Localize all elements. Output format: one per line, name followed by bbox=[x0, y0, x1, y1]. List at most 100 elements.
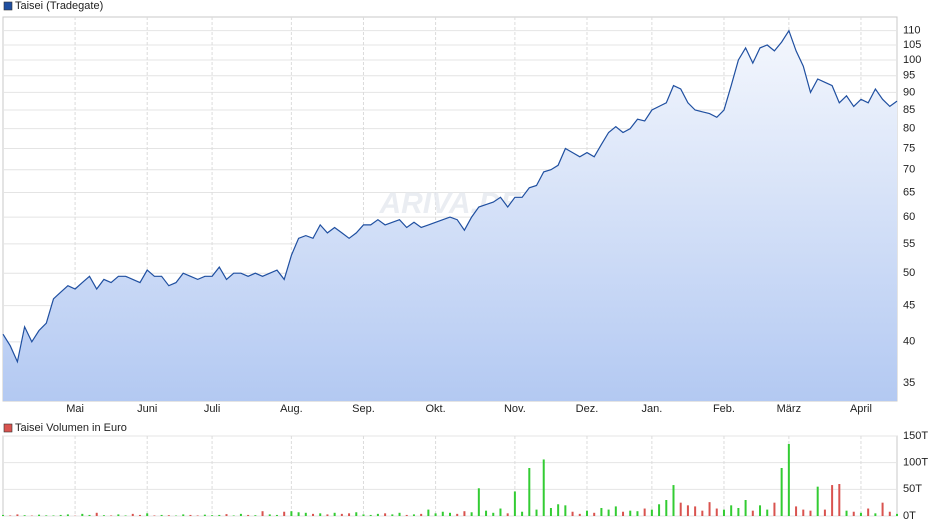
volume-bar bbox=[542, 459, 545, 516]
volume-bar bbox=[549, 508, 552, 516]
volume-bar bbox=[867, 508, 870, 516]
volume-bar bbox=[708, 502, 711, 516]
x-tick-label: Feb. bbox=[713, 403, 735, 415]
volume-bar bbox=[254, 515, 257, 516]
volume-bar bbox=[607, 509, 610, 516]
volume-bar bbox=[312, 513, 315, 516]
x-tick-label: Jan. bbox=[641, 403, 662, 415]
volume-bar bbox=[362, 514, 365, 516]
y-tick-label: 45 bbox=[903, 300, 915, 312]
volume-bar bbox=[218, 514, 221, 516]
y-tick-label: 60 bbox=[903, 211, 915, 223]
y-tick-label: 40 bbox=[903, 336, 915, 348]
volume-bar bbox=[225, 514, 228, 516]
x-tick-label: April bbox=[850, 403, 872, 415]
x-tick-label: Okt. bbox=[425, 403, 445, 415]
volume-bar bbox=[622, 511, 625, 516]
y-tick-label: 70 bbox=[903, 164, 915, 176]
y-tick-label: 50 bbox=[903, 267, 915, 279]
volume-bar bbox=[131, 513, 134, 516]
volume-bar bbox=[499, 508, 502, 516]
volume-bar bbox=[384, 513, 387, 516]
price-area bbox=[3, 30, 897, 401]
volume-bar bbox=[23, 515, 26, 516]
volume-bar bbox=[9, 515, 12, 516]
volume-bar bbox=[326, 514, 329, 516]
volume-bar bbox=[456, 513, 459, 516]
y-tick-label: 75 bbox=[903, 142, 915, 154]
volume-bar bbox=[290, 511, 293, 516]
volume-bar bbox=[391, 514, 394, 516]
volume-bar bbox=[232, 515, 235, 516]
volume-bar bbox=[564, 505, 567, 516]
volume-bar bbox=[766, 509, 769, 516]
volume-bar bbox=[59, 514, 62, 516]
volume-bar bbox=[816, 486, 819, 516]
volume-bar bbox=[66, 514, 69, 516]
volume-bar bbox=[636, 511, 639, 516]
x-tick-label: Juni bbox=[137, 403, 157, 415]
volume-bar bbox=[52, 515, 55, 516]
y-tick-label: 95 bbox=[903, 70, 915, 82]
volume-bar bbox=[88, 514, 91, 516]
volume-bar bbox=[557, 504, 560, 516]
volume-bar bbox=[153, 515, 156, 516]
volume-bar bbox=[845, 510, 848, 516]
volume-bar bbox=[117, 514, 120, 516]
volume-bar bbox=[831, 485, 834, 516]
price-line bbox=[2, 29, 898, 364]
volume-bar bbox=[737, 508, 740, 516]
volume-bar bbox=[196, 515, 199, 516]
volume-bar bbox=[203, 514, 206, 516]
volume-bar bbox=[124, 515, 127, 516]
volume-bar bbox=[239, 513, 242, 516]
volume-bar bbox=[427, 509, 430, 516]
volume-bar bbox=[694, 506, 697, 516]
volume-bar bbox=[751, 510, 754, 516]
volume-bar bbox=[701, 510, 704, 516]
volume-bar bbox=[643, 508, 646, 516]
volume-bar bbox=[521, 511, 524, 516]
y-tick-label: 85 bbox=[903, 104, 915, 116]
volume-bar bbox=[463, 511, 466, 516]
legend-swatch bbox=[3, 423, 13, 433]
volume-bar bbox=[470, 512, 473, 516]
y-tick-label: 110 bbox=[903, 25, 921, 37]
volume-bar bbox=[881, 502, 884, 516]
volume-bar bbox=[376, 513, 379, 516]
legend-label: Taisei Volumen in Euro bbox=[15, 422, 127, 434]
volume-bar bbox=[802, 509, 805, 516]
y-tick-label: 100T bbox=[903, 457, 928, 469]
volume-bar bbox=[405, 514, 408, 516]
volume-bar bbox=[283, 511, 286, 516]
volume-bar bbox=[780, 468, 783, 516]
volume-bar bbox=[658, 504, 661, 516]
volume-bar bbox=[261, 511, 264, 516]
y-tick-label: 150T bbox=[903, 430, 928, 442]
volume-bar bbox=[809, 510, 812, 516]
volume-bar bbox=[571, 511, 574, 516]
volume-bar bbox=[773, 502, 776, 516]
volume-bar bbox=[398, 512, 401, 516]
volume-bar bbox=[715, 508, 718, 516]
y-tick-label: 50T bbox=[903, 483, 922, 495]
y-tick-label: 105 bbox=[903, 39, 921, 51]
volume-bar bbox=[492, 512, 495, 516]
volume-bar bbox=[449, 512, 451, 516]
volume-bar bbox=[795, 506, 798, 516]
volume-bar bbox=[369, 514, 372, 516]
volume-bar bbox=[275, 514, 278, 516]
volume-bar bbox=[102, 515, 105, 516]
volume-bar bbox=[859, 512, 862, 516]
x-tick-label: Nov. bbox=[504, 403, 526, 415]
volume-bar bbox=[477, 488, 480, 516]
volume-bar bbox=[528, 468, 531, 516]
volume-bar bbox=[412, 514, 415, 516]
volume-bar bbox=[838, 484, 841, 516]
volume-bar bbox=[513, 491, 516, 516]
volume-bar bbox=[614, 506, 617, 516]
volume-bar bbox=[686, 505, 689, 516]
volume-bar bbox=[506, 513, 509, 516]
volume-bar bbox=[434, 513, 437, 516]
volume-bar bbox=[348, 513, 351, 516]
